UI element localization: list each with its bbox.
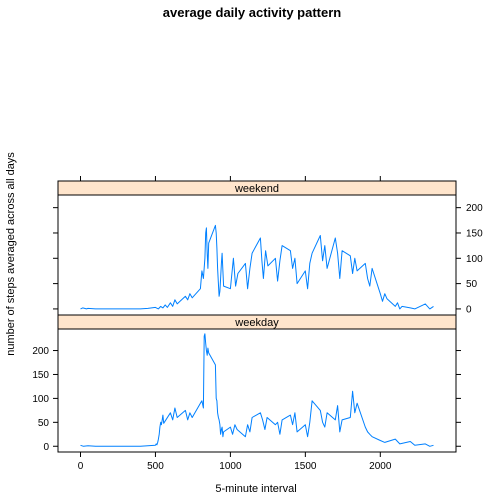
x-axis-label: 5-minute interval <box>215 483 296 495</box>
y-tick-label-weekend: 200 <box>466 203 483 214</box>
y-tick-label-weekend: 150 <box>466 228 483 239</box>
y-axis-label: number of steps averaged across all days <box>5 152 17 356</box>
y-tick-label-weekday: 100 <box>32 394 49 405</box>
panel-frame-weekday <box>57 328 457 453</box>
x-tick-label: 1000 <box>219 461 242 472</box>
y-tick-label-weekend: 0 <box>466 304 472 315</box>
y-tick-label-weekday: 0 <box>43 442 49 453</box>
x-tick-label: 0 <box>78 461 84 472</box>
y-tick-label-weekend: 100 <box>466 254 483 265</box>
y-tick-label-weekday: 200 <box>32 346 49 357</box>
y-tick-label-weekend: 50 <box>466 279 478 290</box>
x-tick-label: 2000 <box>369 461 392 472</box>
chart-title: average daily activity pattern <box>163 5 342 20</box>
series-line-weekend <box>80 224 434 310</box>
y-tick-label-weekday: 150 <box>32 370 49 381</box>
strip-label-weekday: weekday <box>234 317 279 329</box>
series-line-weekday <box>80 333 434 447</box>
strip-label-weekend: weekend <box>234 183 279 195</box>
y-tick-label-weekday: 50 <box>38 418 50 429</box>
x-tick-label: 1500 <box>294 461 317 472</box>
panel-frame-weekend <box>57 194 457 316</box>
x-tick-label: 500 <box>147 461 164 472</box>
